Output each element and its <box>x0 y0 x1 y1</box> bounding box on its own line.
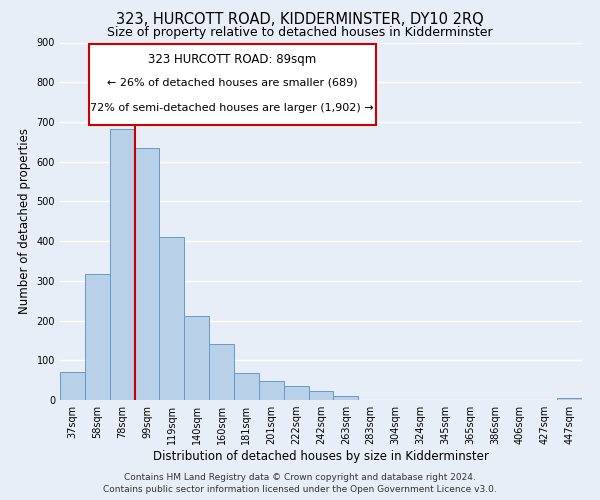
Bar <box>334 396 358 400</box>
Text: 323, HURCOTT ROAD, KIDDERMINSTER, DY10 2RQ: 323, HURCOTT ROAD, KIDDERMINSTER, DY10 2… <box>116 12 484 28</box>
Bar <box>60 372 85 400</box>
Bar <box>234 373 259 400</box>
Bar <box>160 237 184 400</box>
Bar <box>134 148 160 400</box>
Bar <box>184 316 209 400</box>
Text: Size of property relative to detached houses in Kidderminster: Size of property relative to detached ho… <box>107 26 493 39</box>
Text: Contains HM Land Registry data © Crown copyright and database right 2024.
Contai: Contains HM Land Registry data © Crown c… <box>103 472 497 494</box>
Bar <box>284 386 308 400</box>
Text: ← 26% of detached houses are smaller (689): ← 26% of detached houses are smaller (68… <box>107 78 358 88</box>
Bar <box>557 398 582 400</box>
X-axis label: Distribution of detached houses by size in Kidderminster: Distribution of detached houses by size … <box>153 450 489 463</box>
Text: 323 HURCOTT ROAD: 89sqm: 323 HURCOTT ROAD: 89sqm <box>148 54 316 66</box>
Bar <box>308 392 334 400</box>
Text: 72% of semi-detached houses are larger (1,902) →: 72% of semi-detached houses are larger (… <box>91 102 374 113</box>
Y-axis label: Number of detached properties: Number of detached properties <box>18 128 31 314</box>
Bar <box>110 128 134 400</box>
FancyBboxPatch shape <box>89 44 376 124</box>
Bar <box>85 274 110 400</box>
Bar <box>209 344 234 400</box>
Bar <box>259 381 284 400</box>
